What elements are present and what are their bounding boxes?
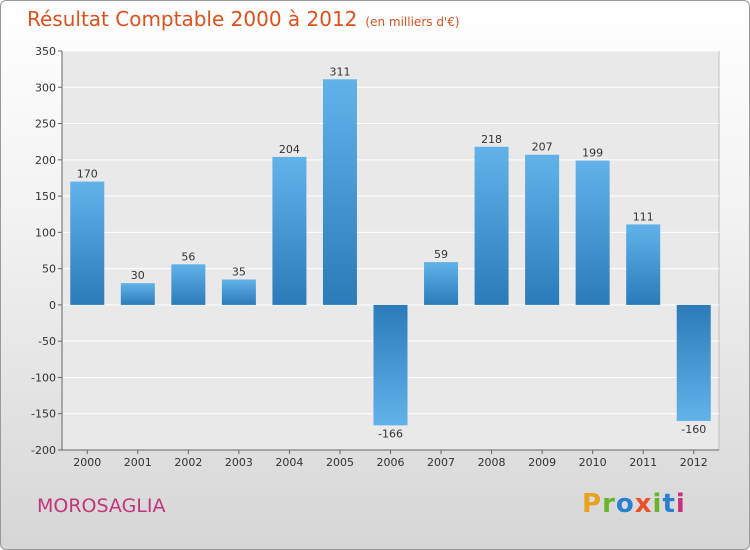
value-label: 199 [582,147,603,160]
value-label: 218 [481,133,502,146]
value-label: 170 [77,168,98,181]
x-tick-label: 2003 [225,456,253,469]
logo-letter: r [602,489,616,519]
x-tick-label: 2010 [579,456,607,469]
bar-2005 [322,79,357,305]
y-tick-label: 50 [42,263,56,276]
bar-2010 [575,160,610,305]
bar-2004 [272,156,307,305]
chart-title-text: Résultat Comptable 2000 à 2012 [27,7,358,31]
logo-letter: t [662,489,676,519]
logo-letter: i [675,489,686,519]
bar-2000 [70,181,105,305]
value-label: 56 [181,250,195,263]
x-tick-label: 2006 [377,456,405,469]
bar-2011 [626,224,661,305]
bar-2002 [171,264,206,305]
y-tick-label: 350 [35,45,56,58]
chart-title: Résultat Comptable 2000 à 2012 (en millie… [27,7,460,31]
x-tick-label: 2004 [275,456,303,469]
y-tick-label: -150 [31,408,56,421]
y-axis: -200 -150 -100 -50 0 50 100 150 200 250 300 350 [31,45,63,457]
logo-letter: x [634,489,653,519]
y-tick-label: -200 [31,444,56,457]
x-tick-label: 2000 [73,456,101,469]
y-tick-label: 0 [49,299,56,312]
logo-letter: i [652,489,663,519]
value-label: 204 [279,143,300,156]
y-tick-label: 150 [35,190,56,203]
y-tick-label: 250 [35,118,56,131]
y-tick-label: 200 [35,154,56,167]
bar-2001 [120,283,155,305]
value-label: 59 [434,248,448,261]
y-tick-label: -50 [38,335,56,348]
value-label: 35 [232,266,246,279]
value-label: 30 [131,269,145,282]
proxiti-logo[interactable]: Proxiti [582,489,686,519]
x-tick-label: 2007 [427,456,455,469]
bar-2006 [373,304,408,426]
x-tick-label: 2009 [528,456,556,469]
value-labels: 170 30 56 35 204 311 -166 59 218 207 199 111 -160 [77,65,706,440]
bar-2008 [474,146,509,305]
bar-2003 [221,279,256,305]
logo-letter: P [582,489,603,519]
y-tick-label: -100 [31,371,56,384]
x-tick-label: 2005 [326,456,354,469]
bar-2007 [424,262,459,305]
value-label: 311 [329,65,350,78]
x-tick-label: 2011 [629,456,657,469]
value-label: -160 [681,423,706,436]
y-tick-label: 100 [35,226,56,239]
bar-2009 [525,154,560,305]
bars [70,79,711,426]
x-tick-label: 2008 [478,456,506,469]
x-tick-label: 2012 [680,456,708,469]
y-tick-label: 300 [35,81,56,94]
value-label: 111 [633,210,654,223]
bar-2012 [676,304,711,421]
commune-name: MOROSAGLIA [37,495,166,517]
x-tick-label: 2002 [174,456,202,469]
x-axis: 2000 2001 2002 2003 2004 2005 2006 2007 2008 2009… [62,449,719,469]
value-label: -166 [378,427,403,440]
value-label: 207 [532,141,553,154]
logo-letter: o [615,489,635,519]
chart-subtitle: (en milliers d'€) [365,15,460,29]
x-tick-label: 2001 [124,456,152,469]
